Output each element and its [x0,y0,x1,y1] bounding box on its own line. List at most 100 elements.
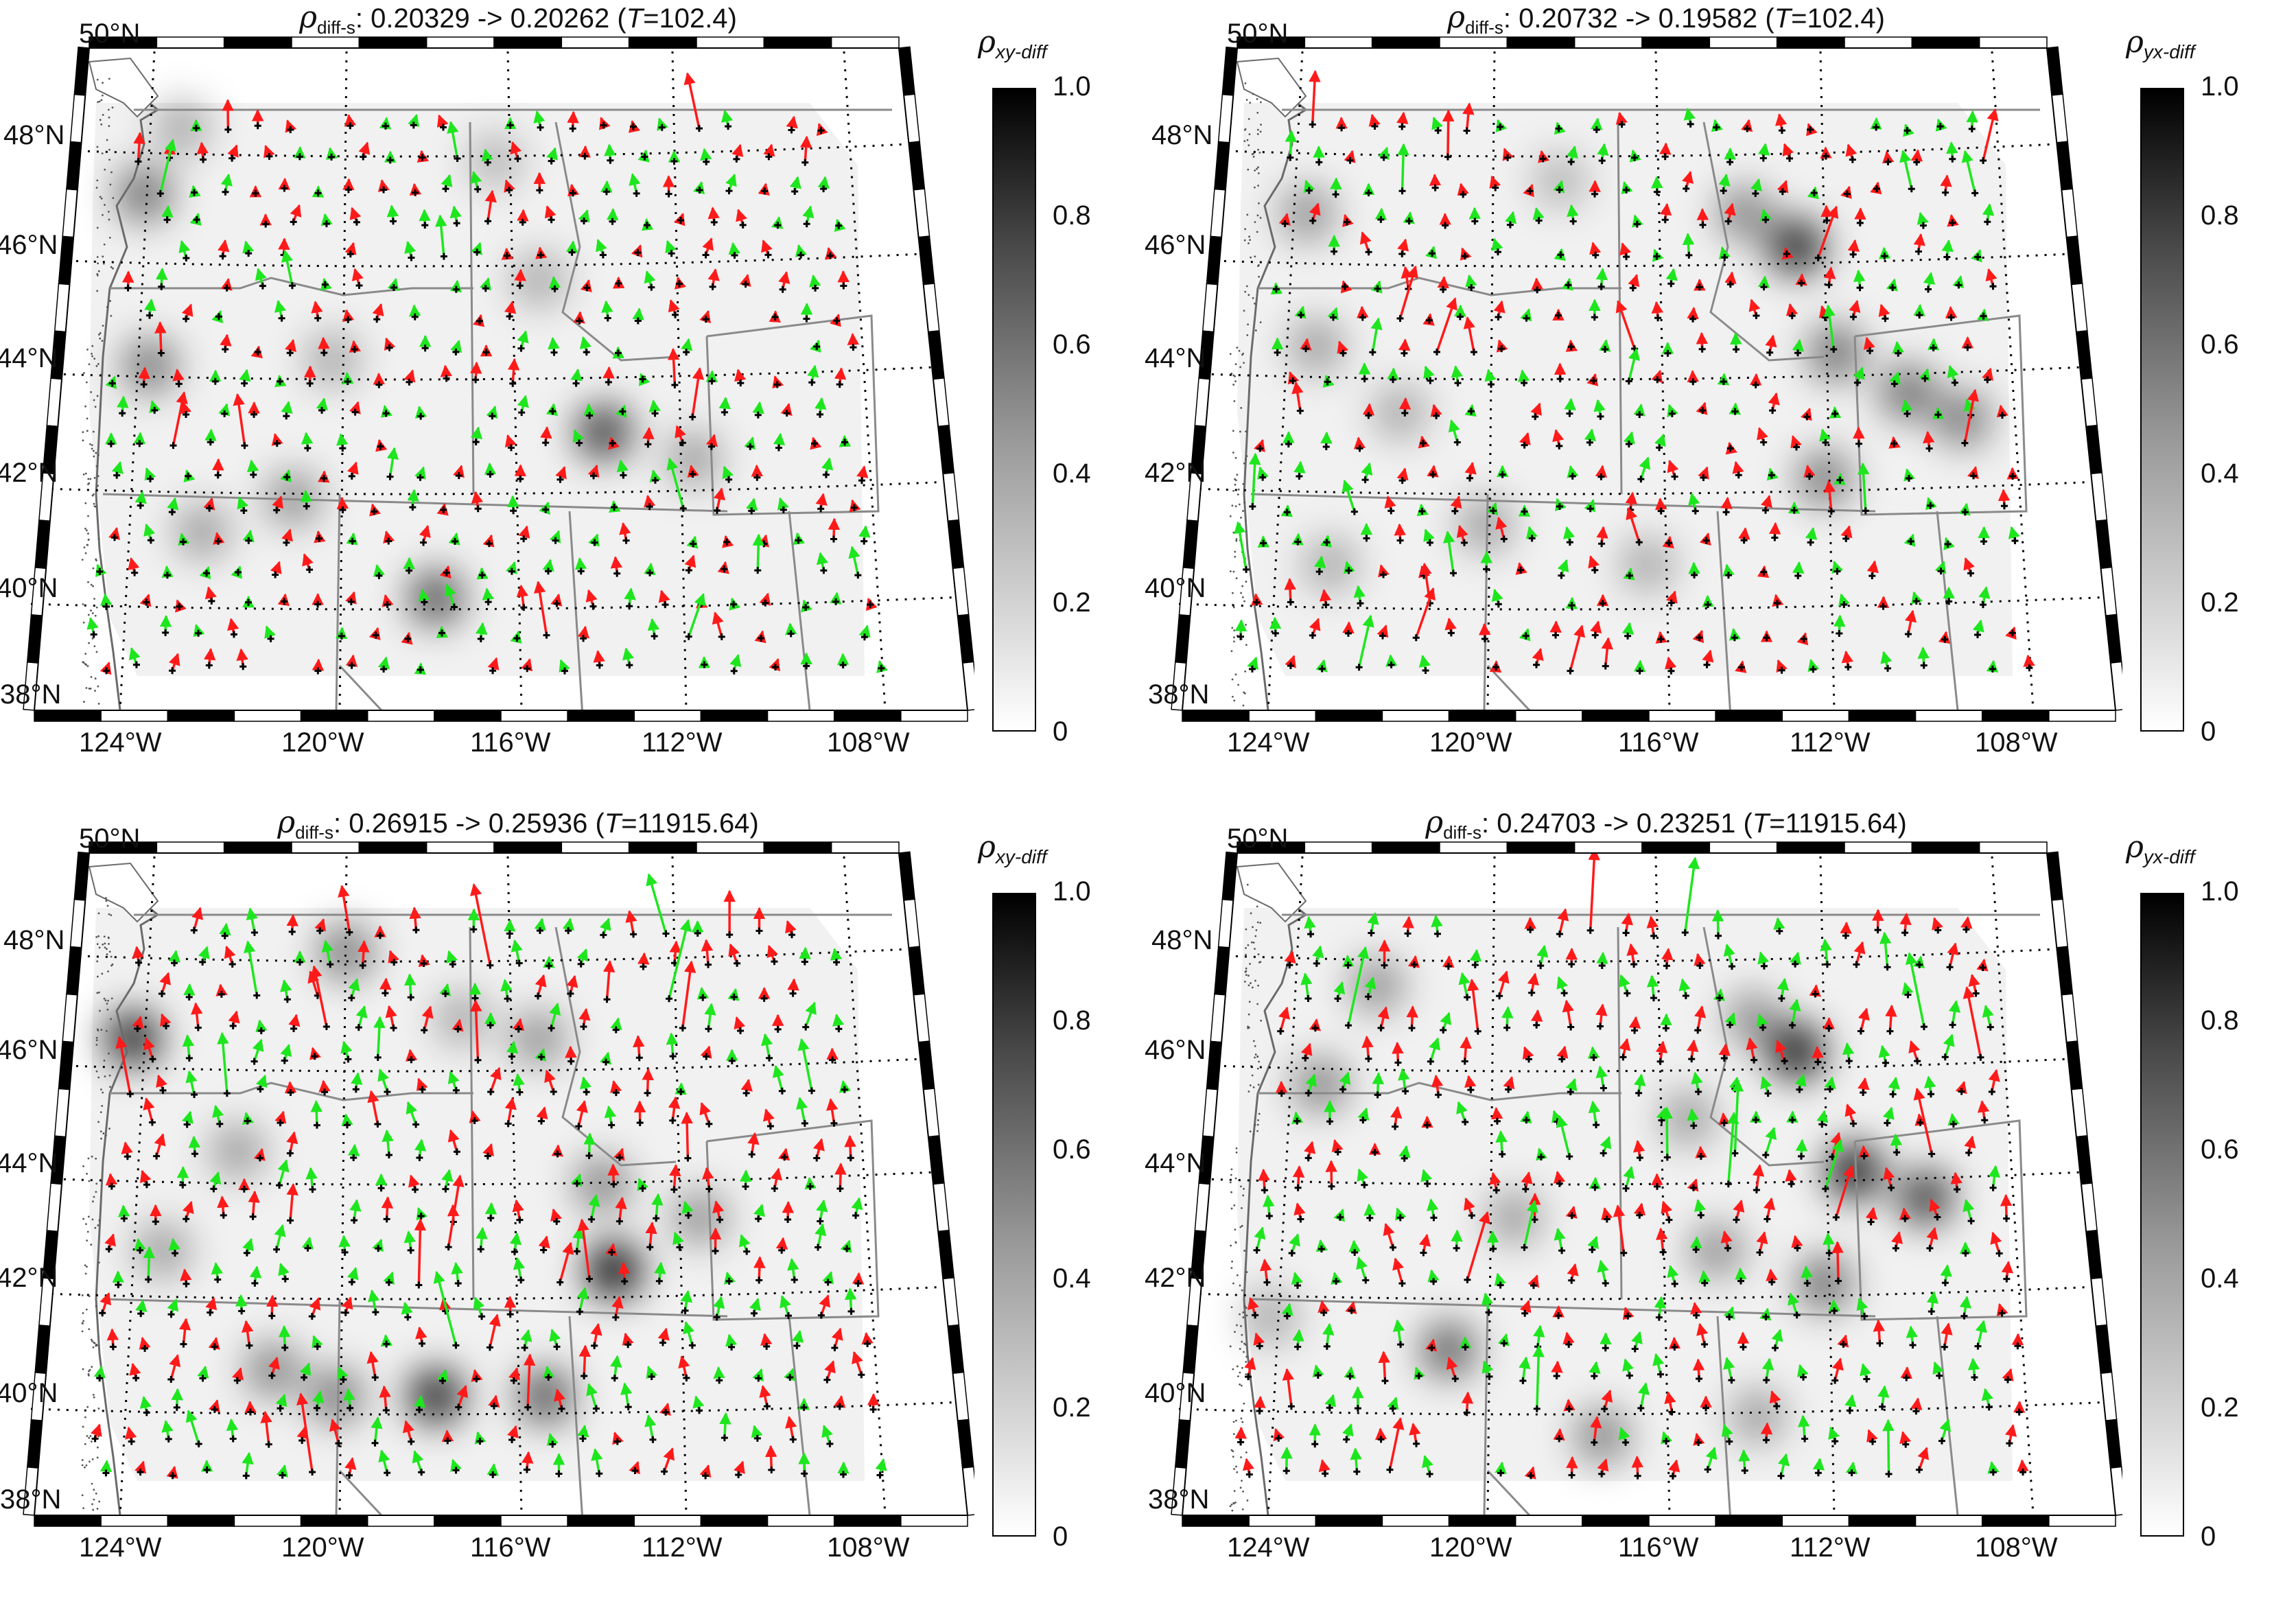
stipple-dot [1234,363,1237,366]
station-marker [808,379,816,386]
stipple-dot [97,1121,99,1123]
frame-segment [366,710,435,722]
stipple-dot [1232,1450,1234,1453]
station-marker [577,568,585,575]
station-marker [604,314,611,322]
station-marker [314,314,322,322]
stipple-dot [1234,505,1237,508]
station-marker [419,154,426,161]
stipple-dot [1253,186,1256,189]
station-marker [517,345,525,352]
frame-segment [1304,841,1373,854]
stipple-dot [1256,214,1259,217]
stipple-dot [1242,1194,1245,1197]
stipple-dot [1232,1421,1235,1423]
stipple-dot [97,537,100,540]
stipple-dot [104,999,107,1002]
stipple-dot [96,256,99,258]
station-marker [386,473,394,480]
stipple-dot [93,645,96,648]
stipple-dot [1230,650,1233,653]
stipple-dot [104,946,106,949]
boundary-line [102,493,728,513]
title-punct: ( [609,3,626,34]
station-marker [633,189,640,197]
stipple-dot [96,78,99,81]
station-marker [360,153,367,161]
stipple-dot [109,300,112,302]
station-marker [791,188,799,196]
frame-segment [633,1515,702,1527]
station-marker [353,218,360,226]
title-part: =102.4 [643,3,728,34]
latitude-label: 38°N [0,1484,62,1515]
map-panel: ρdiff-s: 0.20732 -> 0.19582 (T=102.4) 50°… [1145,0,2296,805]
station-marker [520,535,528,543]
station-marker [408,254,415,261]
frame-segment [700,710,769,722]
stipple-dot [100,1029,103,1031]
station-marker [2019,1469,2027,1476]
stipple-dot [85,1223,87,1226]
stipple-dot [95,505,97,508]
stipple-dot [96,179,99,182]
frame-segment [1981,710,2050,722]
green-induction-arrow [435,214,447,257]
station-marker [406,378,413,386]
stipple-dot [94,677,97,680]
stipple-dot [1247,242,1250,245]
stipple-dot [95,651,98,653]
station-marker [841,439,849,446]
colorbar [992,88,1036,732]
stipple-dot [1234,550,1237,553]
stipple-dot [1245,581,1247,583]
stipple-dot [81,1294,84,1296]
red-induction-arrow [358,940,370,966]
latitude-label: 38°N [1148,1484,1210,1515]
stipple-dot [1256,128,1259,131]
stipple-dot [91,345,94,347]
station-marker [273,506,281,514]
longitude-label: 116°W [1618,727,1699,758]
red-induction-arrow [799,135,812,163]
station-marker [241,380,248,387]
stipple-dot [1240,516,1242,519]
shading-blob [1372,384,1428,440]
station-marker [644,441,652,448]
frame-segment [1848,1515,1917,1527]
latitude-label: 44°N [0,343,58,373]
station-marker [304,445,312,452]
stipple-dot [1245,970,1247,972]
station-marker [339,445,347,452]
station-marker [2015,1408,2023,1416]
stipple-dot [109,1086,111,1088]
stipple-dot [89,478,92,480]
stipple-dot [95,935,98,938]
station-marker [472,376,480,384]
stipple-dot [91,444,93,447]
frame-segment [1439,841,1508,854]
stipple-dot [1232,452,1234,454]
stipple-dot [1233,640,1235,643]
station-marker [867,600,874,608]
stipple-dot [97,1261,100,1264]
stipple-dot [1246,334,1249,336]
station-marker [572,380,580,387]
station-marker [200,156,207,163]
station-marker [651,476,659,484]
stipple-dot [91,1218,94,1221]
longitude-label: 120°W [1429,1532,1512,1563]
colorbar-title: ρxy-diff [978,830,1047,868]
stipple-dot [1246,1499,1249,1502]
stipple-dot [108,1128,110,1130]
stipple-dot [82,1425,84,1428]
stipple-dot [99,1010,101,1012]
station-marker [482,285,489,292]
stipple-dot [86,544,89,546]
stipple-dot [1233,1490,1236,1493]
stipple-dot [90,676,93,678]
station-marker [723,538,731,546]
station-marker [552,537,559,544]
title-part: ρ [299,0,317,35]
stipple-dot [1241,1421,1244,1423]
